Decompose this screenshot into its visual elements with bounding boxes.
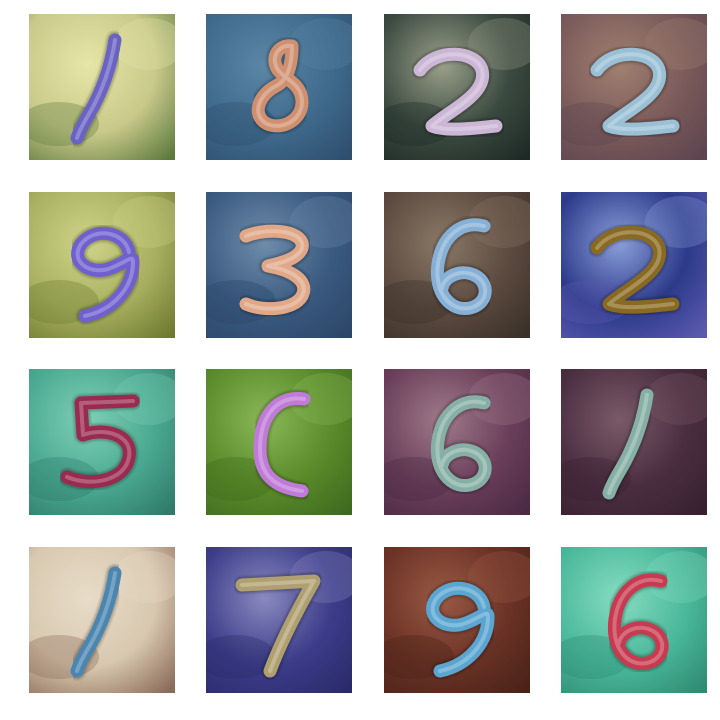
digit-tile xyxy=(206,14,352,160)
digit-tile xyxy=(561,369,707,515)
digit-image xyxy=(206,192,352,338)
digit-image xyxy=(561,547,707,693)
digit-image xyxy=(206,547,352,693)
digit-tile xyxy=(29,192,175,338)
digit-image xyxy=(29,14,175,160)
digit-tile xyxy=(384,14,530,160)
digit-tile xyxy=(29,14,175,160)
digit-image xyxy=(384,14,530,160)
digit-image xyxy=(29,192,175,338)
digit-tile xyxy=(206,547,352,693)
digit-image xyxy=(384,192,530,338)
digit-image xyxy=(384,547,530,693)
digit-tile xyxy=(206,369,352,515)
digit-image xyxy=(29,369,175,515)
digit-image xyxy=(561,14,707,160)
digit-tile xyxy=(29,369,175,515)
digit-image xyxy=(29,547,175,693)
digit-tile xyxy=(384,192,530,338)
digit-tile xyxy=(561,547,707,693)
digit-image xyxy=(561,369,707,515)
digit-tile xyxy=(206,192,352,338)
digit-tile xyxy=(384,547,530,693)
digit-image xyxy=(206,369,352,515)
digit-tile xyxy=(561,192,707,338)
digit-tile xyxy=(561,14,707,160)
digit-image xyxy=(561,192,707,338)
digit-image xyxy=(384,369,530,515)
digit-image xyxy=(206,14,352,160)
digit-tile xyxy=(384,369,530,515)
digit-tile xyxy=(29,547,175,693)
